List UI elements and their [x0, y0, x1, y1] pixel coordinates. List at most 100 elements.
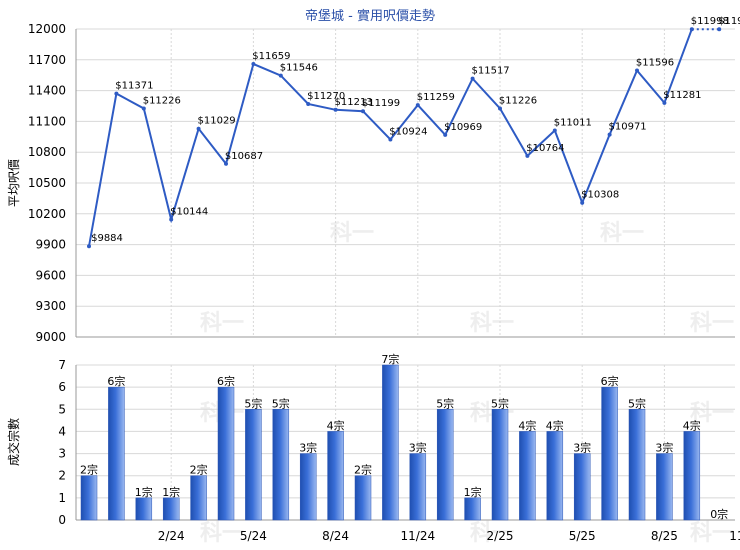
line-point — [306, 101, 311, 106]
line-point — [607, 132, 612, 137]
watermark: 科一 — [330, 221, 374, 246]
bar-y-tick-label: 6 — [58, 380, 66, 394]
bar-label: 2宗 — [190, 463, 208, 477]
bar — [601, 386, 618, 521]
bar — [519, 431, 536, 521]
line-point — [525, 153, 530, 158]
line-y-axis-label: 平均呎價 — [7, 159, 21, 207]
line-y-tick-label: 10500 — [28, 176, 66, 190]
line-y-tick-label: 11100 — [28, 114, 66, 128]
line-point — [635, 68, 639, 73]
line-point — [361, 109, 365, 114]
watermark: 科一 — [470, 311, 514, 336]
line-y-tick-label: 11400 — [28, 84, 66, 98]
line-point-label: $9884 — [91, 233, 123, 244]
x-tick-label: 5/24 — [240, 529, 267, 543]
x-tick-label: 11/25 — [729, 529, 740, 543]
bar-panel: 科一科一科一科一科一科一012345672/245/248/2411/242/2… — [58, 352, 740, 546]
line-point — [689, 27, 694, 32]
line-y-tick-label: 11700 — [28, 53, 66, 67]
line-point-label: $11199 — [362, 98, 400, 109]
x-tick-label: 11/24 — [401, 529, 436, 543]
line-point-label: $11371 — [115, 81, 153, 92]
bar — [683, 431, 701, 521]
bar-label: 4宗 — [546, 418, 564, 432]
line-point-label: $10971 — [609, 122, 647, 133]
line-point — [388, 137, 393, 142]
line-point-label: $11011 — [554, 118, 592, 129]
bar-label: 5宗 — [491, 396, 509, 410]
line-point-label: $10764 — [526, 143, 564, 154]
line-point — [278, 73, 283, 78]
watermark: 科一 — [690, 311, 734, 336]
bar-label: 5宗 — [244, 396, 262, 410]
line-point — [580, 200, 585, 205]
bar-label: 7宗 — [381, 352, 399, 366]
line-point-label: $10969 — [444, 122, 482, 133]
line-point-label: $11998 — [691, 16, 729, 27]
bar-y-axis-label: 成交宗數 — [6, 418, 21, 466]
bar-label: 6宗 — [107, 374, 125, 388]
bar — [382, 364, 399, 521]
bar — [573, 453, 591, 521]
line-y-tick-label: 12000 — [28, 22, 66, 36]
watermark: 科一 — [200, 521, 244, 546]
line-y-tick-label: 10200 — [28, 207, 66, 221]
bar-y-tick-label: 0 — [58, 513, 66, 527]
bar — [108, 386, 125, 521]
line-point — [169, 217, 174, 222]
line-point-label: $11029 — [198, 116, 236, 127]
line-point-label: $11281 — [663, 90, 701, 101]
line-point — [251, 62, 256, 67]
bar-label: 3宗 — [299, 441, 317, 455]
bar — [299, 453, 317, 521]
chart-title: 帝堡城 - 實用呎價走勢 — [305, 8, 435, 24]
bar-y-tick-label: 7 — [58, 358, 66, 372]
bar-label: 2宗 — [354, 463, 372, 477]
line-y-tick-label: 9300 — [35, 299, 66, 313]
line-y-tick-label: 9600 — [35, 268, 66, 282]
bar-label: 1宗 — [464, 485, 482, 499]
line-point-label: $11546 — [280, 63, 318, 74]
bar-y-tick-label: 4 — [58, 424, 66, 438]
line-point — [141, 106, 146, 111]
line-point-label: $11270 — [307, 91, 345, 102]
line-y-tick-label: 10800 — [28, 145, 66, 159]
bar — [190, 475, 207, 521]
bar-label: 5宗 — [272, 396, 290, 410]
bar-label: 0宗 — [710, 507, 728, 521]
line-point — [415, 103, 420, 108]
bar-label: 4宗 — [518, 418, 536, 432]
line-y-tick-label: 9000 — [35, 330, 66, 344]
line-point — [470, 76, 475, 81]
bar — [491, 409, 509, 521]
line-point — [114, 91, 119, 96]
bar-label: 3宗 — [573, 441, 591, 455]
line-point — [662, 100, 667, 105]
bar-label: 6宗 — [217, 374, 235, 388]
bar-label: 4宗 — [683, 418, 701, 432]
bar-label: 3宗 — [409, 441, 427, 455]
bar-y-tick-label: 2 — [58, 469, 66, 483]
line-point-label: $11226 — [499, 95, 537, 106]
line-point-label: $10687 — [225, 151, 263, 162]
bar-label: 2宗 — [80, 463, 98, 477]
line-point — [443, 132, 448, 137]
x-tick-label: 5/25 — [569, 529, 596, 543]
x-tick-label: 8/25 — [651, 529, 678, 543]
line-point-label: $10144 — [170, 207, 208, 218]
line-point — [196, 126, 201, 131]
line-point — [498, 106, 502, 111]
bar — [217, 386, 235, 521]
line-point-label: $11659 — [252, 51, 290, 62]
bar-y-tick-label: 5 — [58, 402, 66, 416]
line-point-label: $11596 — [636, 57, 674, 68]
line-point-label: $11259 — [417, 92, 455, 103]
bar — [546, 431, 564, 521]
line-point — [717, 27, 722, 32]
line-point — [87, 244, 91, 249]
bar-label: 5宗 — [436, 396, 454, 410]
x-tick-label: 2/24 — [158, 529, 185, 543]
line-point — [333, 107, 338, 112]
